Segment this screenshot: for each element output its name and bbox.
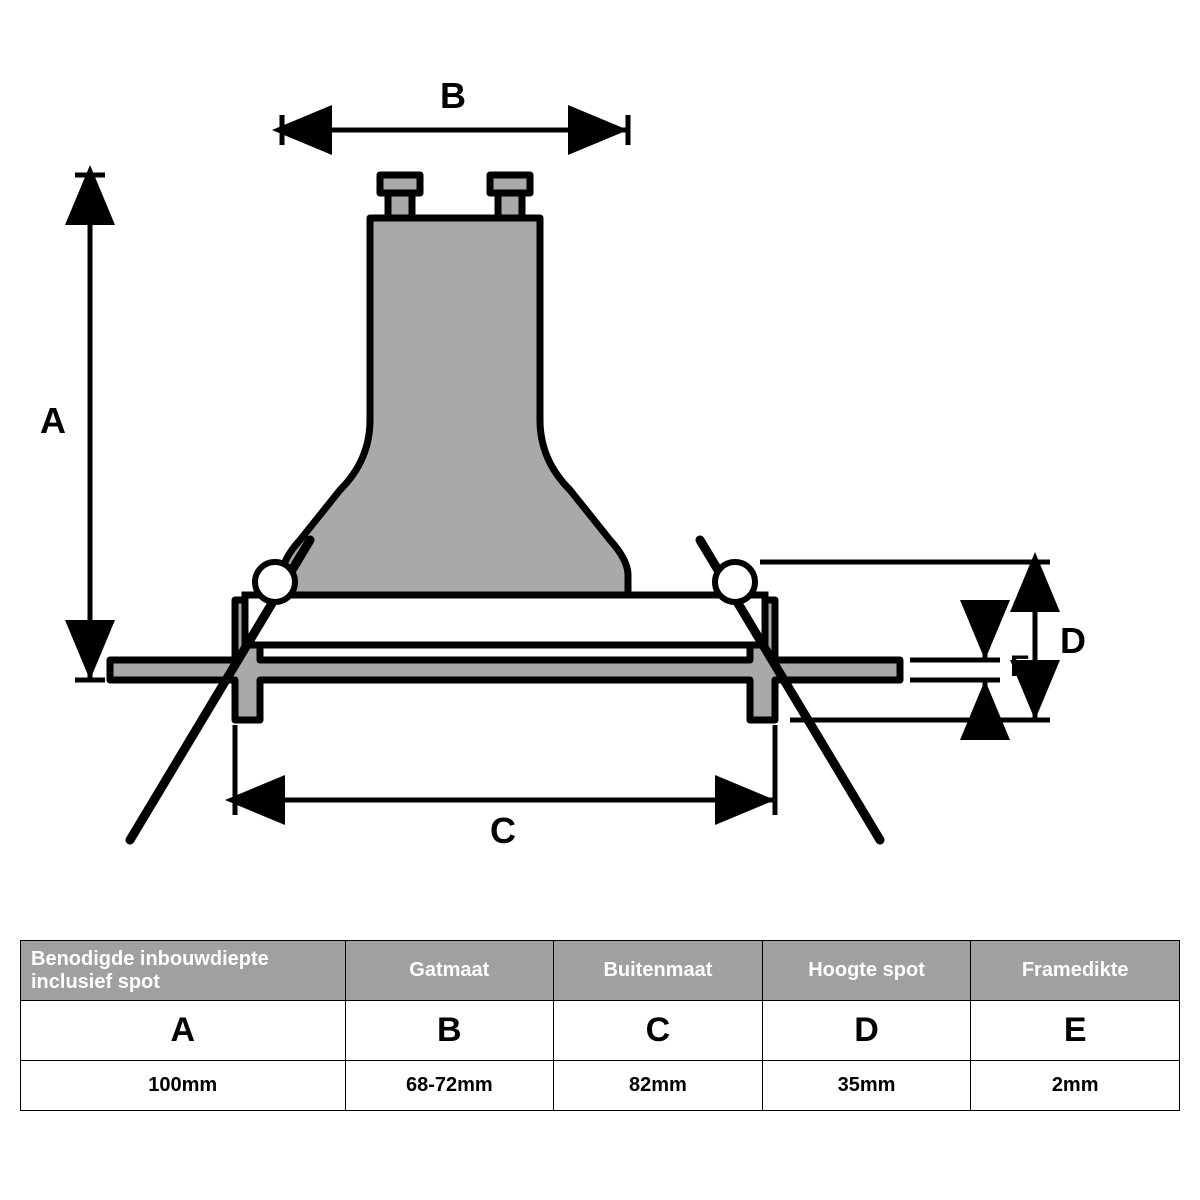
table-value-row: 100mm 68-72mm 82mm 35mm 2mm <box>21 1061 1180 1111</box>
col-letter: A <box>21 1001 346 1061</box>
col-value: 35mm <box>762 1061 971 1111</box>
dim-label-A: A <box>40 400 66 442</box>
col-value: 2mm <box>971 1061 1180 1111</box>
dim-B <box>282 115 628 145</box>
col-letter: C <box>554 1001 763 1061</box>
table-letter-row: A B C D E <box>21 1001 1180 1061</box>
dim-label-E: E <box>1010 650 1030 684</box>
col-letter: B <box>345 1001 554 1061</box>
dimensions-table: Benodigde inbouwdiepte inclusief spot Ga… <box>20 940 1180 1111</box>
col-header: Framedikte <box>971 941 1180 1001</box>
col-header: Buitenmaat <box>554 941 763 1001</box>
dim-label-B: B <box>440 75 466 117</box>
table-header-row: Benodigde inbouwdiepte inclusief spot Ga… <box>21 941 1180 1001</box>
dim-label-C: C <box>490 810 516 852</box>
col-letter: E <box>971 1001 1180 1061</box>
dim-A <box>75 175 105 680</box>
dim-D <box>760 562 1050 720</box>
col-value: 82mm <box>554 1061 763 1111</box>
col-value: 68-72mm <box>345 1061 554 1111</box>
dim-label-D: D <box>1060 620 1086 662</box>
technical-drawing-svg <box>0 0 1200 940</box>
bulb-shape <box>282 175 628 595</box>
col-header: Hoogte spot <box>762 941 971 1001</box>
col-header: Gatmaat <box>345 941 554 1001</box>
col-header: Benodigde inbouwdiepte inclusief spot <box>21 941 346 1001</box>
holder-ring <box>245 595 765 645</box>
dimensions-table-area: Benodigde inbouwdiepte inclusief spot Ga… <box>20 940 1180 1111</box>
col-letter: D <box>762 1001 971 1061</box>
dim-C <box>235 725 775 815</box>
col-value: 100mm <box>21 1061 346 1111</box>
diagram-area: B A C D E <box>0 0 1200 940</box>
